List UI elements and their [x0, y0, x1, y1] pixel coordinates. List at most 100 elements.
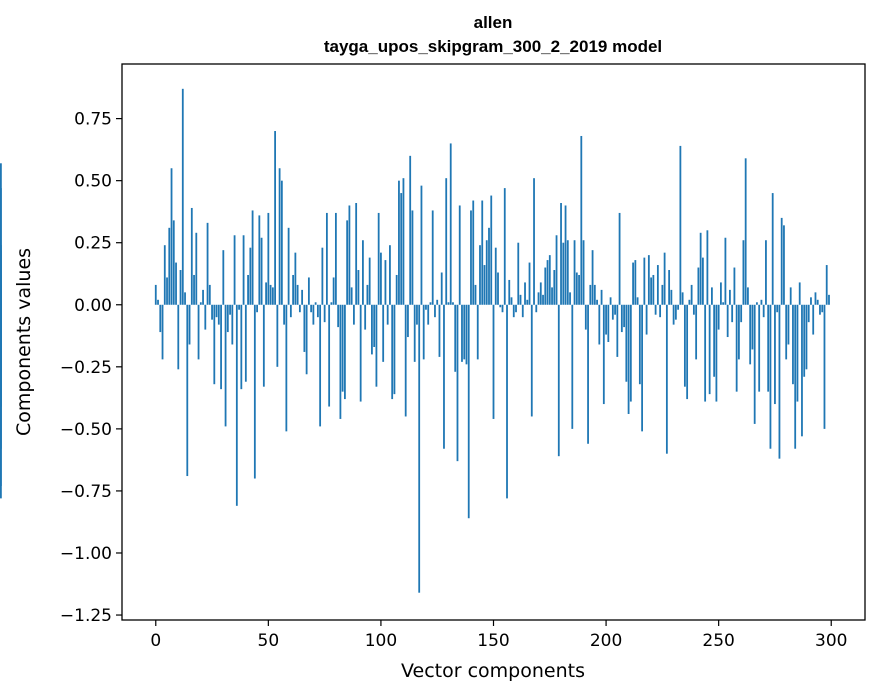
y-tick-label: 0.00 [74, 296, 112, 316]
bar-191 [584, 304, 587, 330]
bar-251 [720, 282, 722, 305]
bar-143 [476, 304, 479, 360]
bar-37 [238, 304, 240, 310]
bar-62 [294, 252, 297, 305]
bar-233 [679, 145, 682, 305]
bar-15 [188, 304, 191, 345]
bar-89 [355, 203, 358, 305]
bar-124 [434, 304, 436, 318]
bar-46 [258, 215, 261, 305]
bar-174 [546, 260, 549, 305]
bar-66 [303, 304, 306, 352]
bar-132 [452, 302, 454, 305]
bar-213 [634, 260, 637, 305]
bar-252 [722, 302, 725, 305]
bar-80 [334, 212, 337, 305]
bar-197 [598, 304, 601, 345]
bar-160 [515, 304, 517, 313]
bar-289 [805, 304, 808, 370]
bar-184 [569, 292, 571, 305]
bar-138 [465, 304, 468, 365]
bar-180 [560, 203, 562, 305]
y-tick-label: 0.25 [74, 234, 112, 254]
bar-290 [807, 304, 810, 323]
bar-236 [686, 304, 689, 400]
bar-282 [789, 287, 792, 305]
bar-103 [386, 304, 389, 325]
bar-271 [765, 240, 767, 305]
bar-71 [314, 302, 317, 305]
bar-157 [508, 279, 511, 305]
bar-88 [353, 304, 355, 325]
bar-243 [701, 257, 704, 305]
bar-83 [341, 304, 344, 392]
bar-135 [458, 205, 461, 305]
bar-222 [654, 304, 657, 315]
bar-122 [429, 302, 432, 305]
bar-234 [681, 292, 684, 305]
bar-84 [344, 304, 346, 400]
bar-167 [530, 304, 533, 417]
bar-172 [542, 294, 544, 305]
bar-56 [280, 180, 283, 305]
bar-106 [393, 304, 396, 395]
bar-149 [490, 195, 493, 305]
bar-1 [157, 299, 159, 305]
bar-91 [359, 304, 362, 402]
bar-133 [454, 304, 457, 372]
bar-284 [794, 304, 797, 449]
bar-63 [296, 284, 299, 305]
bar-47 [260, 237, 263, 305]
bar-211 [629, 304, 632, 402]
bar-101 [382, 304, 385, 362]
bar-223 [656, 265, 659, 305]
bar-0 [154, 284, 157, 305]
bar-165 [526, 299, 529, 305]
bar-229 [670, 289, 673, 305]
bar-241 [697, 267, 700, 305]
bar-185 [571, 304, 574, 429]
bar-181 [562, 242, 565, 305]
bar-99 [377, 212, 380, 305]
bar-215 [638, 304, 641, 385]
bar-190 [582, 240, 585, 305]
bar-170 [537, 292, 540, 305]
bar-130 [447, 302, 450, 305]
bar-12 [181, 88, 184, 305]
bar-220 [650, 277, 653, 305]
bar-261 [742, 240, 745, 305]
bar-288 [803, 304, 806, 377]
bar-274 [771, 193, 774, 305]
bar-147 [485, 240, 488, 305]
bar-32 [226, 304, 229, 333]
bar-203 [611, 304, 614, 320]
bar-97 [373, 304, 376, 347]
bar-3 [161, 304, 164, 360]
bar-121 [427, 304, 430, 325]
bar-141 [472, 200, 475, 305]
bar-255 [729, 289, 731, 305]
bar-269 [760, 299, 763, 305]
y-tick-label: −1.25 [60, 606, 112, 626]
bar-118 [420, 185, 423, 305]
bar-198 [600, 289, 603, 305]
bar-65 [301, 289, 304, 305]
bar-247 [711, 287, 713, 305]
chart-subtitle: tayga_upos_skipgram_300_2_2019 model [324, 37, 662, 56]
bar-104 [389, 245, 391, 305]
bar-114 [411, 210, 414, 305]
bar-95 [368, 257, 371, 305]
bar-278 [780, 217, 783, 305]
bar-178 [555, 235, 558, 305]
bar-67 [305, 304, 308, 375]
bar-292 [812, 304, 815, 335]
bar-156 [506, 304, 508, 499]
bar-137 [463, 304, 466, 360]
bar-36 [235, 304, 238, 506]
bar-199 [602, 304, 605, 405]
bar-17 [193, 274, 195, 305]
chart-title: allen [474, 13, 513, 32]
bar-231 [674, 304, 677, 320]
bar-77 [328, 304, 331, 407]
bar-280 [785, 304, 788, 360]
